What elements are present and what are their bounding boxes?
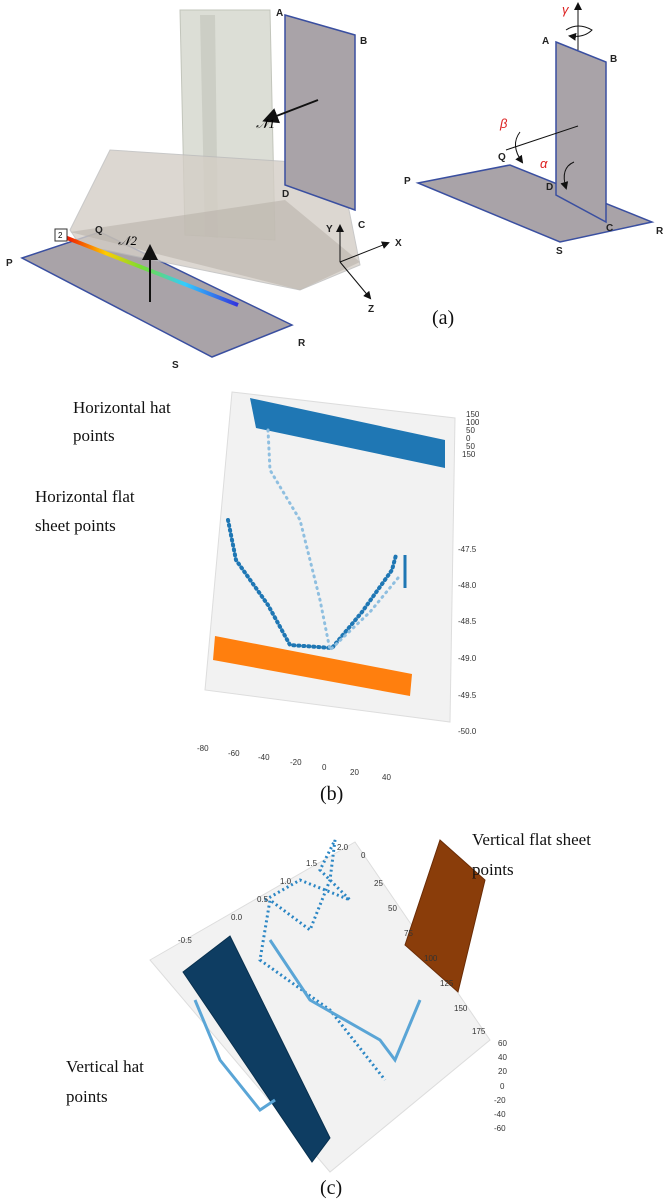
- tick-label: 150: [462, 450, 476, 459]
- point-label: B: [610, 54, 617, 65]
- tick-label: -49.5: [458, 691, 477, 700]
- annotation: points: [73, 426, 115, 445]
- point-label: A: [276, 8, 283, 19]
- annotation: points: [472, 860, 514, 879]
- caption: (a): [432, 307, 454, 329]
- point-label: R: [298, 338, 306, 349]
- tick-label: 1.5: [306, 859, 318, 868]
- tick-label: -47.5: [458, 545, 477, 554]
- annotation: Horizontal flat: [35, 487, 135, 506]
- tick-label: 25: [374, 879, 383, 888]
- angle-label: γ: [562, 2, 570, 17]
- tick-label: 0: [500, 1082, 505, 1091]
- tick-label: 40: [382, 773, 391, 782]
- tick-label: -20: [494, 1096, 506, 1105]
- tick-label: 0: [322, 763, 327, 772]
- tick-label: 60: [498, 1039, 507, 1048]
- tick-label: -40: [494, 1110, 506, 1119]
- tick-label: -20: [290, 758, 302, 767]
- tick-label: -50.0: [458, 727, 477, 736]
- tick-label: 75: [404, 929, 413, 938]
- caption: (c): [320, 1177, 342, 1199]
- point-label: R: [656, 226, 664, 237]
- tick-label: 175: [472, 1027, 486, 1036]
- axis-label: Z: [368, 304, 374, 315]
- tick-label: 0: [361, 851, 366, 860]
- normal-label: 𝒩1: [256, 116, 275, 131]
- panel-b: Horizontal hat points Horizontal flat sh…: [35, 392, 480, 805]
- caption: (b): [320, 783, 343, 805]
- tick-label: 125: [440, 979, 454, 988]
- annotation: Vertical hat: [66, 1057, 144, 1076]
- angle-label: α: [540, 156, 548, 171]
- tick-label: 20: [350, 768, 359, 777]
- tick-label: 100: [424, 954, 438, 963]
- normal-label: 𝒩2: [118, 233, 137, 248]
- tick-label: -40: [258, 753, 270, 762]
- tick-label: 0.0: [231, 913, 243, 922]
- point-label: D: [546, 182, 553, 193]
- panel-a-left: A B C D 𝒩1 𝒩2 P Q R S 2 X Y Z: [6, 8, 402, 371]
- axis-label: Y: [326, 224, 333, 235]
- point-label: C: [358, 220, 365, 231]
- point-label: Q: [498, 152, 506, 163]
- tick-label: -80: [197, 744, 209, 753]
- point-label: D: [282, 189, 289, 200]
- panel-a-right: A B C D P Q R S γ β α (a): [404, 2, 664, 329]
- point-label: A: [542, 36, 549, 47]
- tick-label: -48.0: [458, 581, 477, 590]
- tick-label: -60: [228, 749, 240, 758]
- annotation: points: [66, 1087, 108, 1106]
- point-label: Q: [95, 225, 103, 236]
- tick-label: 20: [498, 1067, 507, 1076]
- marker-label: 2: [58, 231, 63, 240]
- point-label: S: [556, 246, 563, 257]
- annotation: sheet points: [35, 516, 116, 535]
- point-label: B: [360, 36, 367, 47]
- tick-label: 1.0: [280, 877, 292, 886]
- tick-label: 150: [454, 1004, 468, 1013]
- tick-label: 50: [388, 904, 397, 913]
- point-label: C: [606, 223, 613, 234]
- tick-label: 0.5: [257, 895, 269, 904]
- annotation: Vertical flat sheet: [472, 830, 591, 849]
- axis-label: X: [395, 238, 402, 249]
- figure: A B C D 𝒩1 𝒩2 P Q R S 2 X Y Z A B C D P …: [0, 0, 665, 1203]
- point-label: P: [6, 258, 13, 269]
- point-label: P: [404, 176, 411, 187]
- panel-c: Vertical flat sheet points Vertical hat …: [66, 830, 591, 1199]
- tick-label: -49.0: [458, 654, 477, 663]
- angle-label: β: [499, 116, 508, 131]
- tick-label: 40: [498, 1053, 507, 1062]
- tick-label: 2.0: [337, 843, 349, 852]
- tick-label: -0.5: [178, 936, 192, 945]
- annotation: Horizontal hat: [73, 398, 171, 417]
- tick-label: -60: [494, 1124, 506, 1133]
- point-label: S: [172, 360, 179, 371]
- tick-label: -48.5: [458, 617, 477, 626]
